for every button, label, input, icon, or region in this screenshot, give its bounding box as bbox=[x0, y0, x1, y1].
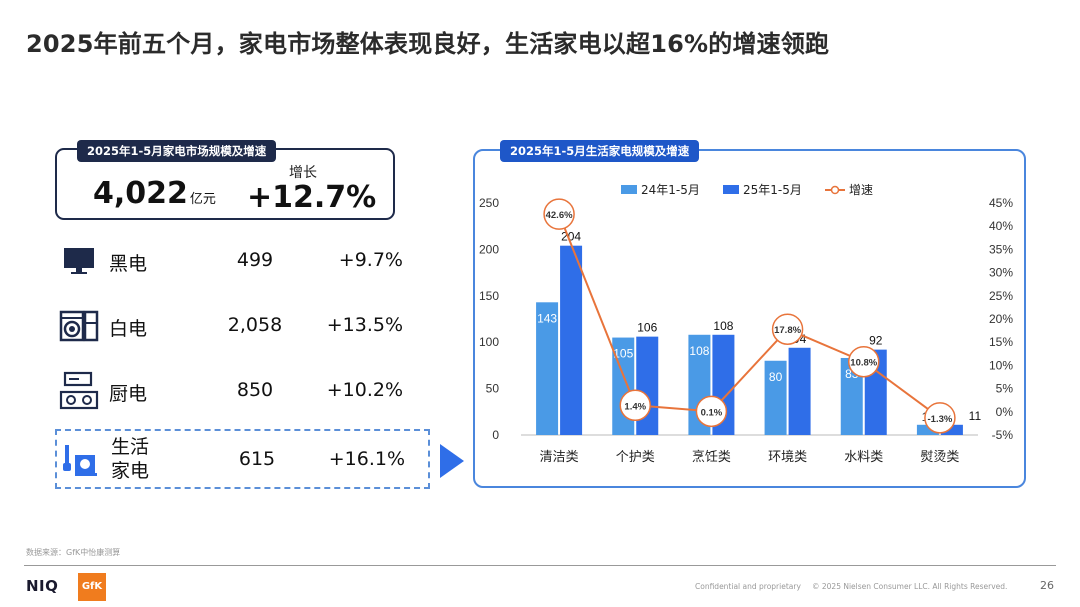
category-growth: +10.2% bbox=[326, 379, 403, 401]
y-right-tick-label: 10% bbox=[989, 358, 1013, 372]
page-number: 26 bbox=[1040, 579, 1054, 592]
bar-value-label: 80 bbox=[769, 370, 783, 384]
category-name: 厨电 bbox=[109, 383, 148, 405]
growth-value-label: 1.4% bbox=[624, 401, 646, 412]
bar-2025 bbox=[940, 424, 963, 435]
y-right-tick-label: -5% bbox=[992, 428, 1014, 442]
page-title: 2025年前五个月，家电市场整体表现良好，生活家电以超16%的增速领跑 bbox=[26, 30, 830, 58]
y-right-tick-label: 5% bbox=[996, 382, 1014, 396]
category-growth: +9.7% bbox=[338, 249, 403, 271]
bar-value-label: 108 bbox=[689, 344, 709, 358]
growth-value-label: 10.8% bbox=[850, 358, 877, 369]
y-right-tick-label: 40% bbox=[989, 219, 1013, 233]
combo-bar-line-chart: 0 50 100 150 200 250 -5% 0% 5% 10% 15% 20% 25% 30% 35%… bbox=[479, 183, 1014, 465]
bar-2025 bbox=[788, 347, 811, 435]
market-growth-value: +12.7% bbox=[247, 180, 377, 215]
growth-point bbox=[848, 345, 880, 378]
data-source: 数据来源：GfK中怡康测算 bbox=[26, 548, 121, 557]
copyright-note: © 2025 Nielsen Consumer LLC. All Rights … bbox=[812, 582, 1008, 591]
x-tick-label: 熨烫类 bbox=[920, 450, 959, 465]
footer-divider bbox=[24, 565, 1056, 566]
market-growth-label: 增长 bbox=[289, 165, 317, 181]
market-size-value: 4,022 亿元 bbox=[93, 176, 216, 211]
y-right-tick-label: 30% bbox=[989, 266, 1013, 280]
legend-swatch bbox=[723, 185, 739, 194]
category-value: 499 bbox=[236, 249, 274, 271]
bar-value-label: 143 bbox=[537, 311, 557, 325]
bar-2024 bbox=[840, 357, 863, 435]
arrow-right-icon bbox=[440, 444, 464, 478]
category-name: 生活 家电 bbox=[111, 436, 150, 482]
bar-value-label: 204 bbox=[561, 230, 581, 244]
category-value: 2,058 bbox=[227, 314, 283, 336]
legend-label: 增速 bbox=[849, 183, 873, 197]
growth-line bbox=[558, 213, 941, 419]
y-right-tick-label: 35% bbox=[989, 242, 1013, 256]
x-tick-label: 环境类 bbox=[768, 450, 807, 465]
x-tick-label: 烹饪类 bbox=[692, 450, 731, 465]
x-tick-label: 水料类 bbox=[844, 450, 883, 465]
market-summary-tag: 2025年1-5月家电市场规模及增速 bbox=[77, 140, 277, 162]
market-summary-card: 2025年1-5月家电市场规模及增速 4,022 亿元 增长 +12.7% bbox=[55, 140, 395, 220]
bar-2024 bbox=[764, 360, 787, 435]
growth-value-label: 42.6% bbox=[546, 210, 573, 221]
stove-hood-icon bbox=[59, 371, 99, 410]
bar-value-label: 108 bbox=[713, 319, 733, 333]
y-right-tick-label: 0% bbox=[996, 405, 1014, 419]
bar-2024 bbox=[916, 424, 939, 435]
category-name: 黑电 bbox=[109, 253, 148, 275]
chart-title: 2025年1-5月生活家电规模及增速 bbox=[500, 140, 700, 162]
category-row-kitchen-appliance: 厨电 850 +10.2% bbox=[55, 362, 430, 418]
small-appliance-icon bbox=[63, 445, 97, 476]
y-left-tick-label: 200 bbox=[479, 242, 499, 256]
category-row-black-appliance: 黑电 499 +9.7% bbox=[55, 232, 430, 288]
category-row-small-appliance: 生活 家电 615 +16.1% bbox=[55, 429, 430, 489]
x-tick-label: 个护类 bbox=[616, 450, 655, 465]
growth-point bbox=[695, 395, 728, 428]
market-size-number: 4,022 bbox=[93, 176, 188, 211]
y-right-tick-label: 25% bbox=[989, 289, 1013, 303]
bar-value-label: 11 bbox=[969, 409, 982, 423]
bar-2024 bbox=[536, 302, 559, 435]
growth-value-label: 0.1% bbox=[701, 407, 723, 418]
legend-line-marker bbox=[830, 185, 840, 195]
category-growth: +16.1% bbox=[328, 448, 405, 470]
category-value: 850 bbox=[236, 379, 274, 401]
growth-point bbox=[924, 402, 956, 434]
washer-fridge-icon bbox=[59, 310, 99, 342]
gfk-logo: GfK bbox=[78, 573, 106, 601]
growth-point bbox=[771, 313, 804, 345]
legend-swatch bbox=[621, 185, 637, 194]
growth-point bbox=[619, 389, 651, 422]
y-left-tick-label: 250 bbox=[479, 196, 499, 210]
category-row-white-appliance: 白电 2,058 +13.5% bbox=[55, 297, 430, 353]
category-name: 白电 bbox=[109, 318, 148, 340]
legend-label: 25年1-5月 bbox=[743, 183, 802, 197]
growth-value-label: -1.3% bbox=[928, 414, 953, 425]
category-value: 615 bbox=[238, 448, 276, 470]
y-right-tick-label: 15% bbox=[989, 335, 1013, 349]
chart-panel bbox=[473, 149, 1026, 488]
bar-2025 bbox=[560, 245, 583, 435]
y-left-tick-label: 100 bbox=[479, 335, 499, 349]
bar-value-label: 106 bbox=[637, 321, 657, 335]
y-right-tick-label: 45% bbox=[989, 196, 1013, 210]
bar-value-label: 105 bbox=[613, 347, 633, 361]
y-left-tick-label: 50 bbox=[486, 382, 500, 396]
category-growth: +13.5% bbox=[326, 314, 403, 336]
x-tick-label: 清洁类 bbox=[540, 450, 579, 465]
y-right-tick-label: 20% bbox=[989, 312, 1013, 326]
tv-icon bbox=[64, 248, 94, 274]
bar-value-label: 92 bbox=[869, 334, 883, 348]
legend-label: 24年1-5月 bbox=[641, 183, 700, 197]
market-size-unit: 亿元 bbox=[189, 192, 216, 207]
niq-logo: NIQ bbox=[26, 577, 59, 595]
y-left-tick-label: 150 bbox=[479, 289, 499, 303]
confidential-note: Confidential and proprietary bbox=[695, 582, 801, 591]
growth-value-label: 17.8% bbox=[774, 325, 801, 336]
growth-point bbox=[543, 198, 575, 230]
y-left-tick-label: 0 bbox=[492, 428, 499, 442]
